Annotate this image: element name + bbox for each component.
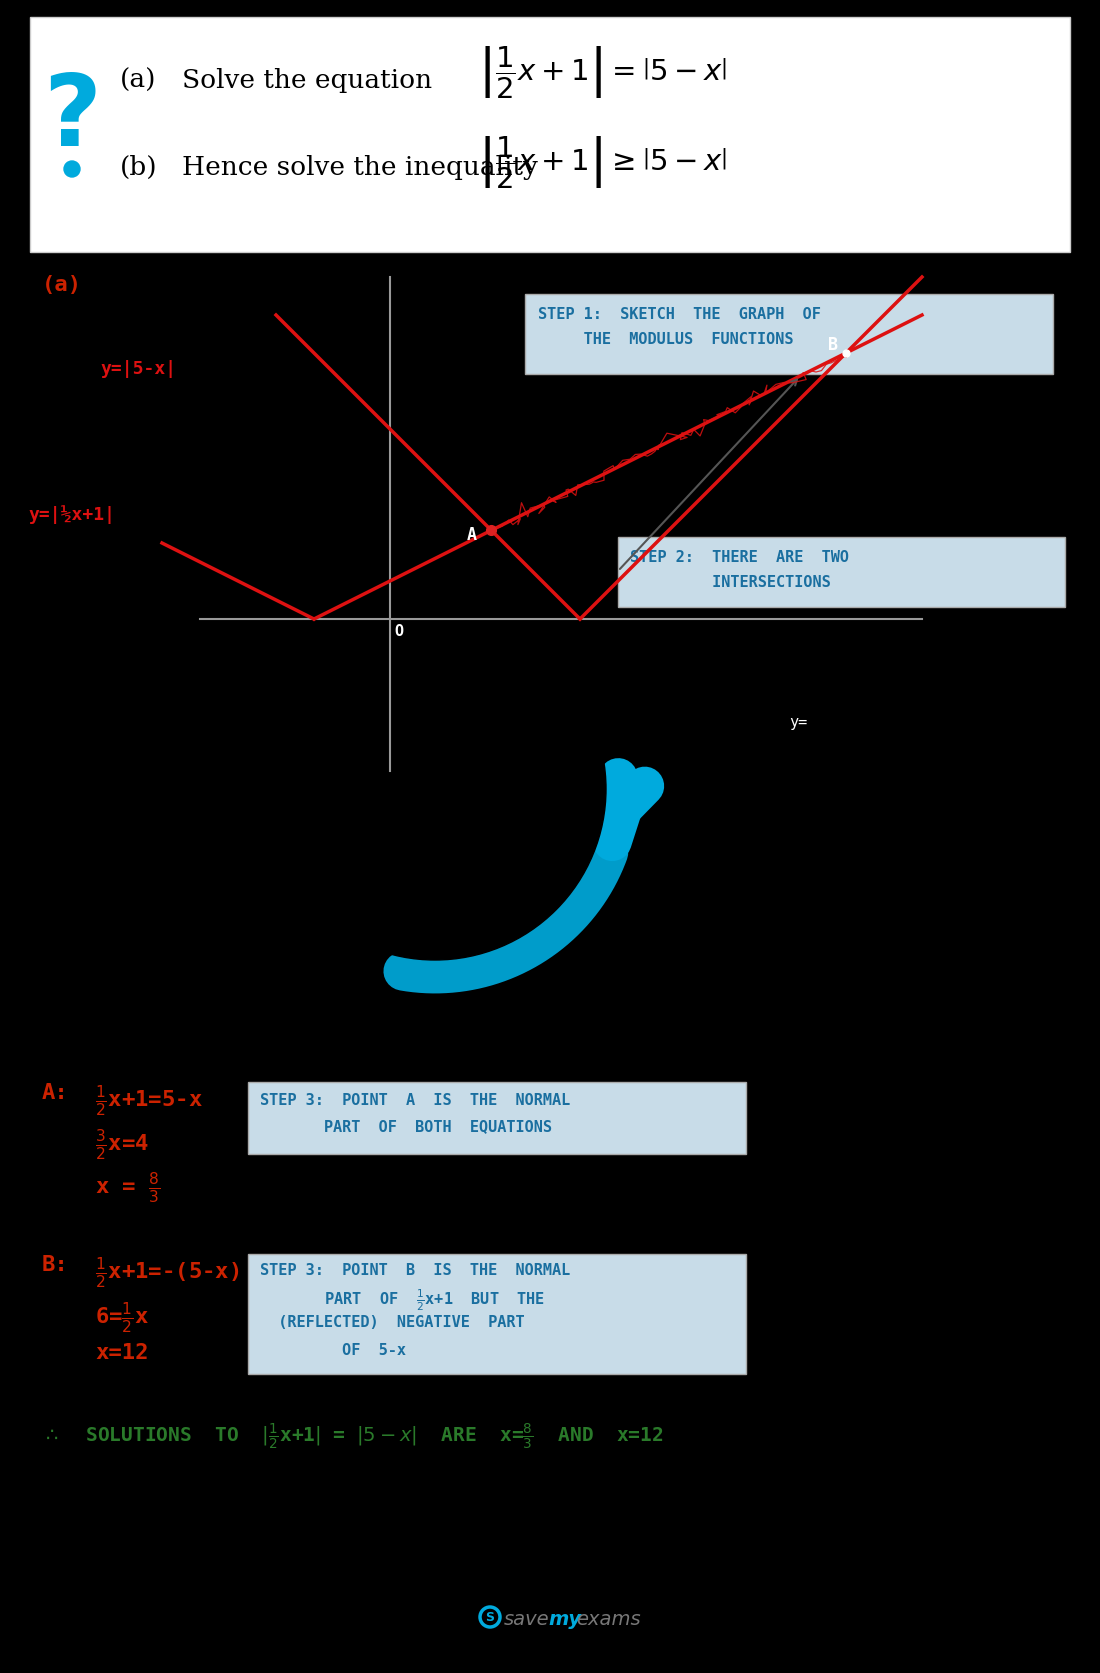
Text: INTERSECTIONS: INTERSECTIONS (630, 574, 830, 589)
Text: $\left|\dfrac{1}{2}x+1\right|\geq\left|5-x\right|$: $\left|\dfrac{1}{2}x+1\right|\geq\left|5… (478, 136, 727, 191)
Text: PART  OF  BOTH  EQUATIONS: PART OF BOTH EQUATIONS (260, 1118, 552, 1133)
Text: Solve the equation: Solve the equation (182, 69, 432, 94)
Text: 6=$\frac{1}{2}$x: 6=$\frac{1}{2}$x (95, 1300, 150, 1333)
Bar (30, 18, 1070, 253)
Text: (b): (b) (120, 156, 157, 181)
Text: PART  OF  $\frac{1}{2}$x+1  BUT  THE: PART OF $\frac{1}{2}$x+1 BUT THE (260, 1287, 546, 1312)
Text: $\left|\dfrac{1}{2}x+1\right|=\left|5-x\right|$: $\left|\dfrac{1}{2}x+1\right|=\left|5-x\… (478, 45, 727, 100)
Text: my: my (548, 1609, 581, 1628)
Text: B: B (828, 336, 838, 353)
Text: y=|5-x|: y=|5-x| (100, 360, 176, 378)
Text: x = $\frac{8}{3}$: x = $\frac{8}{3}$ (95, 1169, 161, 1205)
Text: A: A (466, 525, 476, 544)
Text: $\frac{1}{2}$x+1=-(5-x): $\frac{1}{2}$x+1=-(5-x) (95, 1255, 240, 1290)
Text: A:: A: (42, 1082, 68, 1103)
Text: S: S (485, 1611, 495, 1623)
Text: STEP 2:  THERE  ARE  TWO: STEP 2: THERE ARE TWO (630, 550, 849, 565)
Bar (248, 1255, 746, 1374)
Text: STEP 1:  SKETCH  THE  GRAPH  OF: STEP 1: SKETCH THE GRAPH OF (538, 306, 821, 321)
Text: y=: y= (789, 714, 807, 729)
Circle shape (64, 162, 80, 177)
Text: STEP 3:  POINT  B  IS  THE  NORMAL: STEP 3: POINT B IS THE NORMAL (260, 1261, 570, 1276)
Text: save: save (504, 1609, 550, 1628)
Circle shape (264, 619, 606, 960)
Text: (REFLECTED)  NEGATIVE  PART: (REFLECTED) NEGATIVE PART (260, 1315, 525, 1330)
Text: STEP 3:  POINT  A  IS  THE  NORMAL: STEP 3: POINT A IS THE NORMAL (260, 1092, 570, 1108)
Text: exams: exams (576, 1609, 640, 1628)
Text: Hence solve the inequality: Hence solve the inequality (182, 156, 538, 181)
Text: y=|½x+1|: y=|½x+1| (28, 505, 115, 524)
Text: OF  5-x: OF 5-x (260, 1342, 406, 1357)
Text: (a): (a) (42, 274, 82, 294)
Bar (525, 294, 1053, 375)
Text: (a): (a) (120, 69, 156, 94)
Text: x=12: x=12 (95, 1342, 148, 1362)
Bar (618, 537, 1065, 607)
Text: $\frac{1}{2}$x+1=5-x: $\frac{1}{2}$x+1=5-x (95, 1082, 202, 1118)
Text: THE  MODULUS  FUNCTIONS: THE MODULUS FUNCTIONS (538, 331, 793, 346)
Text: B:: B: (42, 1255, 68, 1275)
Text: $\frac{3}{2}$x=4: $\frac{3}{2}$x=4 (95, 1126, 148, 1161)
Bar (248, 1082, 746, 1154)
Text: $\therefore$  SOLUTIONS  TO  $|\frac{1}{2}$x+1$|$ = $|5-x|$  ARE  x=$\frac{8}{3}: $\therefore$ SOLUTIONS TO $|\frac{1}{2}$… (42, 1420, 663, 1450)
Text: ?: ? (43, 70, 101, 166)
Text: O: O (394, 624, 403, 639)
